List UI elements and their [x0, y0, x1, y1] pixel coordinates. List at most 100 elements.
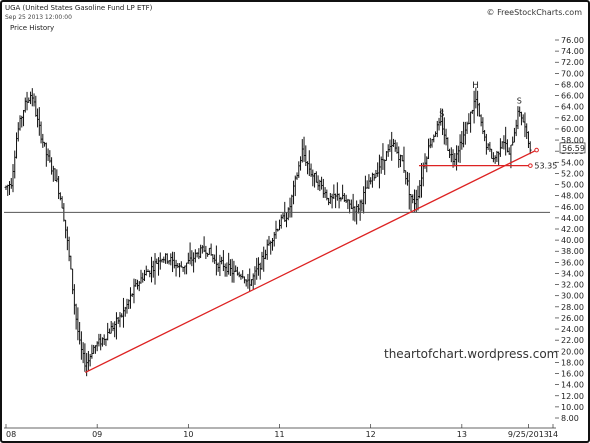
ohlc-bar: [362, 186, 366, 214]
ohlc-bar: [92, 344, 96, 354]
ohlc-bar: [55, 169, 59, 183]
last-price-label: 56.59: [562, 144, 585, 153]
ohlc-bar: [455, 145, 459, 171]
ohlc-bar: [370, 172, 374, 188]
ohlc-bar: [209, 243, 213, 256]
x-tick-label: 09: [92, 430, 102, 439]
ohlc-bar: [120, 313, 124, 318]
ohlc-bar: [174, 259, 178, 277]
ohlc-bar: [391, 138, 395, 147]
y-tick-label: 64.00: [561, 103, 584, 112]
ohlc-bar: [258, 262, 262, 280]
annotations: S H S 53.35: [439, 81, 557, 171]
y-tick-label: 38.00: [561, 247, 584, 256]
ohlc-bar: [135, 279, 139, 290]
ohlc-bar: [402, 146, 406, 173]
ohlc-bar: [483, 129, 487, 142]
y-tick-label: 60.00: [561, 125, 584, 134]
ohlc-bar: [386, 144, 390, 157]
ohlc-bar: [34, 95, 38, 117]
ohlc-bar: [491, 152, 495, 163]
ohlc-bar: [365, 180, 369, 189]
ohlc-bar: [190, 250, 194, 267]
ohlc-bar: [400, 155, 404, 162]
y-tick-label: 40.00: [561, 236, 584, 245]
brand-label[interactable]: © FreeStockCharts.com: [486, 8, 582, 17]
ohlc-bar: [404, 170, 408, 185]
y-tick-label: 16.00: [561, 370, 584, 379]
ohlc-bar: [165, 253, 169, 264]
ohlc-bar: [526, 131, 530, 149]
series-label: Price History: [10, 24, 55, 32]
ohlc-bar: [423, 153, 427, 169]
y-tick-label: 12.00: [561, 392, 584, 401]
neckline-handle[interactable]: [528, 163, 533, 168]
ohlc-bar: [341, 184, 345, 200]
y-tick-label: 36.00: [561, 258, 584, 267]
ohlc-bar: [58, 192, 62, 201]
ohlc-bar: [320, 176, 324, 190]
ohlc-bar: [46, 148, 50, 161]
ohlc-bar: [107, 328, 111, 334]
ohlc-bar: [279, 214, 283, 229]
ohlc-bar: [178, 263, 182, 278]
ohlc-bar: [134, 279, 138, 287]
ohlc-bar: [11, 164, 15, 193]
ohlc-bar: [314, 171, 318, 183]
ohlc-bar: [504, 126, 508, 156]
ohlc-bar: [337, 193, 341, 209]
ohlc-bar: [118, 312, 122, 328]
ohlc-bar: [39, 121, 43, 144]
ohlc-bar: [297, 161, 301, 178]
ohlc-bar: [253, 266, 257, 285]
ohlc-bar: [132, 278, 136, 304]
ohlc-bar: [186, 252, 190, 264]
ohlc-bar: [270, 238, 274, 251]
x-tick-label: 13: [457, 430, 467, 439]
ohlc-bar: [390, 131, 394, 161]
ohlc-bar: [267, 235, 271, 246]
ohlc-bar: [327, 197, 331, 206]
ohlc-bar: [299, 156, 303, 171]
ohlc-bar: [202, 236, 206, 253]
ohlc-bar: [6, 184, 10, 196]
ohlc-bar: [330, 193, 334, 209]
ohlc-bar: [446, 137, 450, 151]
ohlc-bar: [179, 261, 183, 268]
ohlc-bar: [176, 262, 180, 269]
ohlc-bar: [398, 154, 402, 168]
ohlc-bar: [15, 132, 19, 159]
y-tick-label: 22.00: [561, 336, 584, 345]
ohlc-bar: [232, 260, 236, 283]
ohlc-bar: [332, 184, 336, 199]
ohlc-bar: [516, 106, 520, 130]
y-tick-label: 30.00: [561, 292, 584, 301]
ohlc-bar: [511, 136, 515, 146]
y-axis: 76.00 74.00 72.00 70.00 68.00 66.00 64.00 62.00…: [555, 36, 586, 423]
ohlc-bar: [171, 251, 175, 273]
ohlc-bar: [397, 146, 401, 168]
ohlc-bar: [348, 199, 352, 214]
ohlc-bar: [514, 119, 518, 137]
ohlc-bar: [16, 122, 20, 142]
ohlc-bar: [192, 252, 196, 273]
trendline-handle[interactable]: [534, 147, 539, 153]
ohlc-bar: [65, 226, 69, 251]
y-tick-label: 42.00: [561, 225, 584, 234]
ohlc-bar: [467, 113, 471, 125]
ohlc-bar: [528, 141, 532, 155]
ohlc-bar: [106, 322, 110, 341]
ohlc-bar: [197, 248, 201, 260]
y-tick-label: 70.00: [561, 69, 584, 78]
ohlc-bar: [113, 321, 117, 338]
ohlc-bar: [363, 175, 367, 205]
ohlc-bar: [155, 258, 159, 265]
ohlc-bar: [360, 199, 364, 212]
ohlc-bar: [525, 123, 529, 140]
ohlc-bar: [484, 133, 488, 155]
ohlc-bar: [463, 121, 467, 145]
ohlc-bar: [213, 254, 217, 264]
ohlc-bar: [218, 254, 222, 277]
x-tick-label: 12: [366, 430, 376, 439]
ohlc-bar: [67, 236, 71, 262]
